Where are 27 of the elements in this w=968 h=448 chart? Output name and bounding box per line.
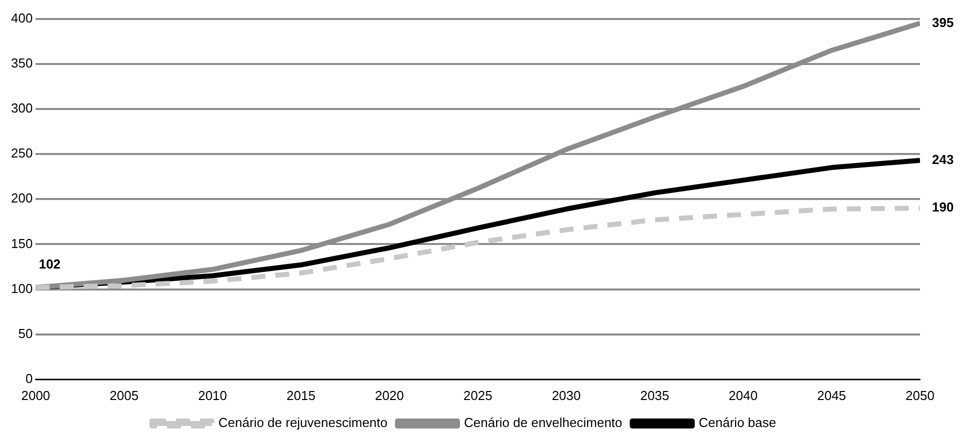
data-label: 395 — [932, 14, 954, 30]
x-tick-label: 2005 — [110, 388, 139, 403]
y-tick-label: 400 — [10, 10, 33, 26]
legend-label: Cenário de envelhecimento — [464, 415, 622, 430]
data-label: 190 — [932, 200, 954, 215]
data-label: 243 — [932, 152, 954, 167]
x-tick-label: 2040 — [728, 388, 758, 403]
x-tick-label: 2020 — [374, 388, 404, 403]
y-tick-label: 300 — [10, 100, 33, 116]
x-tick-label: 2050 — [906, 388, 934, 403]
x-tick-label: 2025 — [463, 388, 492, 403]
x-tick-label: 2035 — [640, 388, 670, 403]
x-tick-label: 2000 — [21, 388, 50, 403]
x-tick-label: 2030 — [552, 388, 581, 403]
y-tick-label: 0 — [25, 370, 33, 386]
legend-label: Cenário base — [698, 415, 776, 430]
legend-label: Cenário de rejuvenescimento — [218, 415, 388, 430]
y-tick-label: 50 — [18, 326, 33, 341]
x-tick-label: 2010 — [198, 388, 228, 403]
y-tick-label: 350 — [10, 55, 33, 70]
y-tick-label: 250 — [10, 146, 33, 161]
x-tick-label: 2045 — [817, 388, 846, 403]
x-tick-label: 2015 — [286, 388, 316, 403]
y-tick-label: 200 — [10, 190, 33, 206]
y-tick-label: 100 — [10, 280, 33, 296]
y-tick-label: 150 — [10, 236, 33, 251]
data-label: 102 — [38, 256, 61, 272]
